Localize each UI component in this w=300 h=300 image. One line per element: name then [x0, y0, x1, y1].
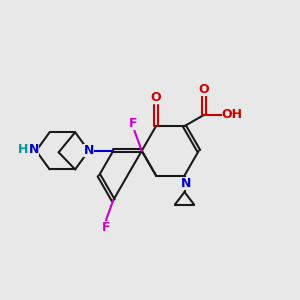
Text: H: H — [18, 143, 29, 156]
Text: O: O — [199, 83, 209, 96]
Text: N: N — [83, 144, 94, 157]
Text: F: F — [102, 220, 110, 234]
Text: N: N — [28, 143, 39, 156]
Text: N: N — [181, 177, 191, 190]
Text: OH: OH — [222, 108, 243, 122]
Text: O: O — [151, 92, 161, 104]
Text: F: F — [129, 117, 137, 130]
